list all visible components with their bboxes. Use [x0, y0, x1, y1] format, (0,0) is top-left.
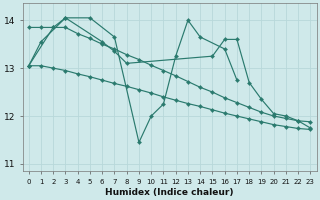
- X-axis label: Humidex (Indice chaleur): Humidex (Indice chaleur): [105, 188, 234, 197]
